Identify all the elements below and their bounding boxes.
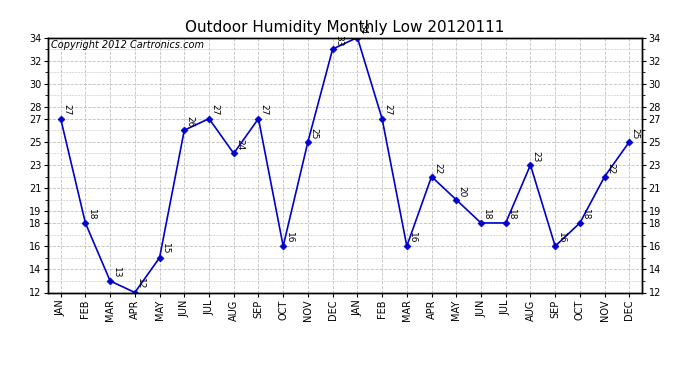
Text: 20: 20: [457, 186, 466, 197]
Text: 25: 25: [631, 128, 640, 139]
Text: 15: 15: [161, 243, 170, 255]
Text: 23: 23: [532, 151, 541, 162]
Text: 16: 16: [284, 232, 293, 243]
Text: 16: 16: [408, 232, 417, 243]
Text: 26: 26: [186, 116, 195, 128]
Text: 33: 33: [334, 35, 343, 46]
Text: 18: 18: [581, 209, 590, 220]
Text: 22: 22: [433, 163, 442, 174]
Text: 18: 18: [482, 209, 491, 220]
Text: 27: 27: [62, 105, 71, 116]
Text: 16: 16: [557, 232, 566, 243]
Text: Copyright 2012 Cartronics.com: Copyright 2012 Cartronics.com: [51, 40, 204, 50]
Text: 13: 13: [112, 267, 121, 278]
Text: 27: 27: [384, 105, 393, 116]
Text: 34: 34: [359, 23, 368, 35]
Text: 25: 25: [309, 128, 318, 139]
Title: Outdoor Humidity Monthly Low 20120111: Outdoor Humidity Monthly Low 20120111: [186, 20, 504, 35]
Text: 27: 27: [260, 105, 269, 116]
Text: 12: 12: [136, 278, 145, 290]
Text: 18: 18: [507, 209, 516, 220]
Text: 24: 24: [235, 140, 244, 151]
Text: 22: 22: [606, 163, 615, 174]
Text: 27: 27: [210, 105, 219, 116]
Text: 18: 18: [87, 209, 96, 220]
